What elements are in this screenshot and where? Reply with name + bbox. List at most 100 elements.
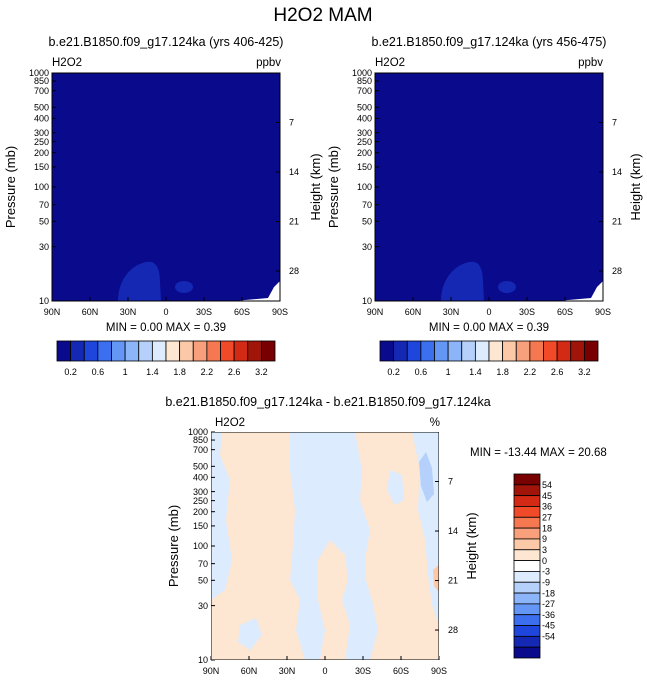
panel-2-bottom-ticks: 90N 60N 30N 0 30S 60S 90S [367,297,611,317]
bottom-tick-label: 0 [322,666,327,676]
left-tick-label: 400 [357,114,372,124]
bottom-tick-label: 0 [486,307,491,317]
colorbar-swatch [83,340,99,362]
left-tick-label: 500 [193,462,208,472]
colorbar-label: 1 [446,367,451,377]
left-tick-label: 30 [198,601,208,611]
left-tick-label: 850 [34,76,49,86]
left-tick-label: 150 [357,162,372,172]
colorbar-swatch [165,340,181,362]
right-tick-label: 7 [289,118,294,128]
left-tick-label: 50 [39,217,49,227]
colorbar-swatch [513,527,541,540]
right-tick-label: 14 [612,167,622,177]
colorbar-swatch [513,538,541,551]
colorbar-label: 54 [542,480,552,490]
colorbar-swatch [570,340,585,362]
bottom-tick-label: 90S [595,307,611,317]
colorbar-label: 2.2 [201,367,214,377]
panel-2-ylabel: Pressure (mb) [326,146,341,228]
left-tick-label: 150 [34,162,49,172]
colorbar-label: -27 [542,599,555,609]
left-tick-label: 300 [357,128,372,138]
left-tick-label: 50 [362,217,372,227]
colorbar-swatch [406,340,422,362]
panel-1-title: b.e21.B1850.f09_g17.124ka (yrs 406-425) [49,35,284,49]
colorbar-label: 1.8 [496,367,509,377]
colorbar-swatch [111,340,126,362]
panel-3-title: b.e21.B1850.f09_g17.124ka - b.e21.B1850.… [165,395,490,409]
panel-1-feature-blob [118,261,161,301]
panel-1-bottom-ticks: 90N 60N 30N 0 30S 60S 90S [44,297,288,317]
colorbar-swatch [447,340,463,362]
panel-2-field [375,73,603,301]
bottom-tick-label: 30S [519,307,535,317]
left-tick-label: 70 [362,200,372,210]
right-tick-label: 7 [612,118,617,128]
right-tick-label: 28 [448,625,458,635]
colorbar-swatch [260,340,276,362]
panel-3-ylabel-right: Height (km) [464,512,479,579]
colorbar-swatch [474,340,490,362]
left-tick-label: 700 [357,86,372,96]
left-tick-label: 200 [34,148,49,158]
left-tick-label: 250 [357,137,372,147]
panel-3-positive-patch-lower [272,538,285,555]
panel-1-ylabel: Pressure (mb) [3,146,18,228]
left-tick-label: 500 [357,103,372,113]
left-tick-label: 10 [362,296,372,306]
panel-3-positive-region-left [211,432,305,660]
colorbar-swatch [513,635,541,648]
colorbar-label: -18 [542,588,555,598]
left-tick-label: 250 [34,137,49,147]
bottom-tick-label: 0 [163,307,168,317]
panel-1-right-ticks: 28 21 14 7 [276,118,299,276]
panel-1-plot-area [51,72,281,302]
left-tick-label: 300 [193,487,208,497]
colorbar-swatch [513,571,541,583]
panel-3-positive-region-center [318,540,350,660]
right-tick-label: 21 [289,217,299,227]
colorbar-swatch [434,340,449,362]
colorbar-swatch [233,340,249,362]
colorbar-swatch [56,340,72,362]
colorbar-swatch [513,473,541,486]
colorbar-swatch [206,340,221,362]
left-tick-label: 400 [193,473,208,483]
bottom-tick-label: 30N [443,307,460,317]
left-tick-label: 10 [39,296,49,306]
panel-2-stats: MIN = 0.00 MAX = 0.39 [429,322,549,334]
colorbar-swatch [513,495,541,507]
colorbar-label: 1.4 [469,367,482,377]
colorbar-swatch [513,625,541,637]
panel-1-ylabel-right: Height (km) [308,153,323,220]
left-tick-label: 1000 [29,68,49,78]
colorbar-swatch [513,614,541,626]
colorbar-swatch [513,506,541,518]
left-tick-label: 200 [357,148,372,158]
right-tick-label: 14 [289,167,299,177]
panel-3-negative-patch-upper [387,470,404,505]
panel-2-variable-label: H2O2 [375,57,405,69]
panel-3-stats: MIN = -13.44 MAX = 20.68 [470,447,607,459]
colorbar-swatch [70,340,85,362]
colorbar-swatch [502,340,517,362]
right-tick-label: 28 [289,266,299,276]
right-tick-label: 28 [612,266,622,276]
colorbar-swatch [515,340,531,362]
colorbar-label: 27 [542,512,552,522]
bottom-tick-label: 90S [431,666,447,676]
colorbar-swatch [138,340,153,362]
bottom-tick-label: 90N [203,666,220,676]
bottom-tick-label: 60N [405,307,422,317]
colorbar-swatch [529,340,544,362]
colorbar-label: 9 [542,534,547,544]
colorbar-swatch [513,646,541,659]
panel-3-plot-area [211,432,439,660]
left-tick-label: 70 [39,200,49,210]
colorbar-label: 1.8 [173,367,186,377]
colorbar-swatch [379,340,395,362]
